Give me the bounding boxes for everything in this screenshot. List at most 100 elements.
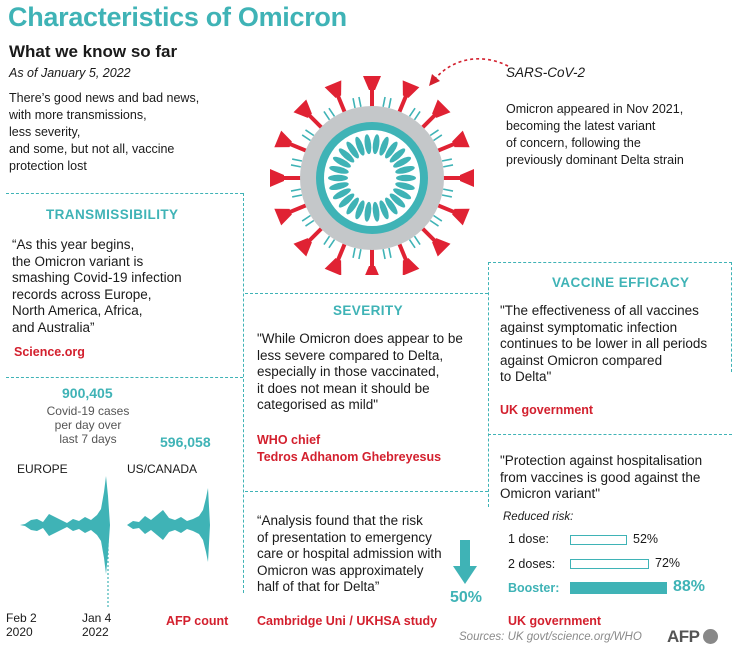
note-line: becoming the latest variant <box>506 119 656 133</box>
rna-segment <box>395 165 415 174</box>
quote-line: Omicron was approximately <box>257 562 424 578</box>
note-line: last 7 days <box>59 432 117 446</box>
quote-line: categorised as mild" <box>257 397 379 412</box>
quote-line: especially in those vaccinated, <box>257 364 440 379</box>
severity-heading: SEVERITY <box>333 303 403 318</box>
intro-text: There’s good news and bad news, with mor… <box>9 90 239 175</box>
severity-source: WHO chief Tedros Adhanom Ghebreyesus <box>257 432 441 466</box>
risk-value-label: 52% <box>633 532 659 546</box>
spike-protein <box>293 226 324 257</box>
rna-segment <box>355 136 365 156</box>
spike-protein <box>363 76 381 108</box>
us-cases-value: 596,058 <box>160 434 211 450</box>
quote-line: continues to be lower in all periods <box>500 336 708 351</box>
rna-segment <box>338 193 355 208</box>
vaccine-quote-2: "Protection against hospitalisation from… <box>500 453 702 503</box>
quote-line: it does not mean it should be <box>257 380 430 396</box>
quote-line: to Delta" <box>500 369 552 384</box>
rna-segment <box>346 197 359 215</box>
rna-segment <box>372 134 380 155</box>
severity-quote: "While Omicron does appear to be less se… <box>257 331 463 414</box>
quote-line: the Omicron variant is <box>12 253 144 269</box>
divider-line <box>488 262 732 263</box>
rna-segment <box>389 193 406 208</box>
rna-segment <box>393 188 412 200</box>
sources-footer: Sources: UK govt/science.org/WHO <box>459 631 642 643</box>
rna-segment <box>379 200 389 220</box>
quote-line: of presentation to emergency <box>257 529 432 545</box>
quote-line: records across Europe, <box>12 286 152 302</box>
note-line: Omicron appeared in Nov 2021, <box>506 102 684 116</box>
membrane-protein <box>408 235 421 249</box>
vaccine-source-2: UK government <box>508 614 602 628</box>
date-line: 2022 <box>82 625 109 639</box>
us-canada-label: US/CANADA <box>127 462 198 476</box>
vaccine-source: UK government <box>500 403 594 417</box>
rna-segment <box>393 156 412 168</box>
membrane-protein <box>323 235 336 249</box>
transmissibility-heading: TRANSMISSIBILITY <box>46 207 179 222</box>
intro-line: and some, but not all, vaccine <box>9 142 175 156</box>
spike-proteins <box>270 76 474 275</box>
virus-label: SARS-CoV-2 <box>506 65 586 80</box>
divider-line <box>6 193 243 194</box>
spike-protein <box>365 248 379 275</box>
risk-bar <box>570 559 649 569</box>
date-line: Feb 2 <box>6 611 37 625</box>
membrane-protein <box>441 188 454 198</box>
risk-value-label: 72% <box>655 556 681 570</box>
quote-line: half of that for Delta” <box>257 579 380 594</box>
date-start: Feb 2 2020 <box>6 611 37 639</box>
risk-value-label: 88% <box>673 578 706 595</box>
membrane-protein <box>441 158 454 168</box>
membrane-protein <box>323 107 336 121</box>
spike-protein <box>274 130 309 154</box>
rna-segment <box>385 141 398 159</box>
divider-line <box>245 293 488 294</box>
rna-segment <box>346 141 359 159</box>
transmissibility-source: Science.org <box>14 345 85 359</box>
intro-line: There’s good news and bad news, <box>9 91 200 105</box>
spike-protein <box>442 169 474 187</box>
as-of-date: As of January 5, 2022 <box>9 66 131 80</box>
membrane-protein <box>408 107 421 121</box>
divider-line <box>245 491 488 492</box>
source-line: WHO chief <box>257 433 321 447</box>
omicron-note: Omicron appeared in Nov 2021, becoming t… <box>506 101 684 169</box>
reduced-risk-label: Reduced risk: <box>503 511 574 523</box>
spike-protein <box>324 241 348 275</box>
spike-protein <box>435 202 470 226</box>
membrane-protein <box>290 158 303 168</box>
severity-quote-2: “Analysis found that the risk of present… <box>257 513 442 596</box>
quote-line: “As this year begins, <box>12 237 135 252</box>
rna-coil <box>328 134 416 222</box>
risk-category-label: 1 dose: <box>508 532 550 546</box>
membrane-protein <box>352 247 362 260</box>
quote-line: from vaccines is good against the <box>500 469 701 485</box>
rna-segment <box>332 188 351 200</box>
afp-logo-icon <box>702 629 718 644</box>
spike-protein <box>396 80 420 115</box>
afp-logo-text: AFP <box>667 627 700 646</box>
quote-line: care or hospital admission with <box>257 546 442 561</box>
page-title: Characteristics of Omicron <box>8 2 347 32</box>
note-line: Covid-19 cases <box>46 404 130 418</box>
note-line: per day over <box>54 418 122 432</box>
membrane-protein <box>301 129 315 142</box>
quote-line: and Australia” <box>12 319 95 335</box>
europe-label: EUROPE <box>17 462 68 476</box>
divider-line <box>488 434 732 435</box>
spike-protein <box>293 99 324 130</box>
vaccine-heading: VACCINE EFFICACY <box>552 275 690 290</box>
membrane-protein <box>429 214 443 227</box>
intro-line: with more transmissions, <box>9 108 147 122</box>
membrane-protein <box>352 96 362 109</box>
spike-protein <box>270 169 302 187</box>
quote-line: "The effectiveness of all vaccines <box>500 303 699 318</box>
europe-cases-curve <box>20 476 110 574</box>
divider-line <box>488 262 489 507</box>
rna-segment <box>372 201 380 222</box>
rna-segment <box>385 197 398 215</box>
quote-line: against symptomatic infection <box>500 319 678 335</box>
quote-line: against Omicron compared <box>500 352 663 368</box>
